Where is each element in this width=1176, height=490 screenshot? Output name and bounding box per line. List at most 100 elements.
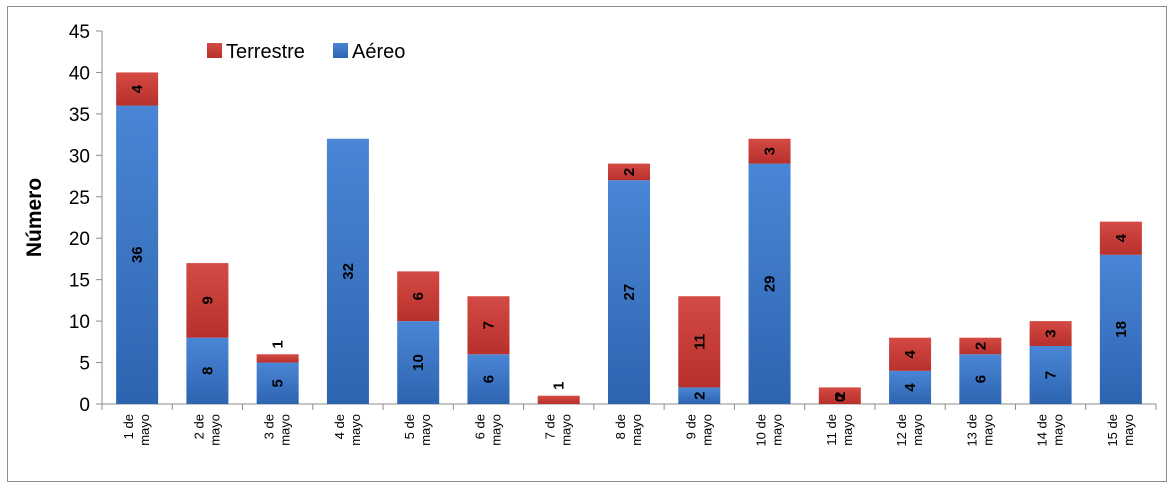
data-label-terrestre: 7 bbox=[480, 321, 497, 329]
data-label-aereo-text: 6 bbox=[480, 375, 497, 383]
x-tick-label-line2: mayo bbox=[418, 414, 433, 446]
x-tick-label-line2: mayo bbox=[488, 414, 503, 446]
legend-swatch-terrestre bbox=[207, 43, 222, 58]
data-label-terrestre: 4 bbox=[1113, 233, 1130, 242]
data-label-aereo-text: 27 bbox=[621, 284, 638, 301]
data-label-aereo: 6 bbox=[480, 375, 497, 383]
data-label-terrestre: 3 bbox=[762, 147, 779, 155]
bar-aereo bbox=[186, 337, 229, 404]
data-label-terrestre-text: 4 bbox=[129, 84, 146, 93]
data-label-terrestre-text: 2 bbox=[621, 168, 638, 176]
data-label-aereo: 0 bbox=[832, 394, 849, 402]
data-label-terrestre-text: 4 bbox=[1113, 233, 1130, 242]
data-label-aereo: 10 bbox=[410, 354, 427, 371]
data-label-terrestre-text: 1 bbox=[270, 340, 287, 348]
data-label-aereo-text: 10 bbox=[410, 354, 427, 371]
data-label-terrestre: 2 bbox=[832, 392, 849, 400]
x-tick-label: 2 de mayo bbox=[191, 414, 222, 446]
x-tick-label-line2: mayo bbox=[137, 414, 152, 446]
x-tick-label-line1: 12 de bbox=[894, 414, 909, 447]
data-label-terrestre-text: 4 bbox=[902, 349, 919, 358]
data-label-aereo-text: 4 bbox=[902, 383, 919, 392]
data-label-terrestre-text: 2 bbox=[832, 392, 849, 400]
bar-terrestre bbox=[397, 271, 440, 322]
data-label-terrestre: 2 bbox=[972, 342, 989, 350]
x-tick-label-line1: 1 de bbox=[121, 414, 136, 439]
legend-label-terrestre: Terrestre bbox=[226, 41, 305, 63]
data-label-aereo-text: 32 bbox=[340, 263, 357, 280]
data-label-aereo-text: 0 bbox=[832, 394, 849, 402]
y-tick-label: 30 bbox=[69, 146, 90, 167]
x-tick-label-line2: mayo bbox=[699, 414, 714, 446]
x-tick-label-line1: 8 de bbox=[613, 414, 628, 439]
bar-aereo bbox=[1029, 345, 1072, 404]
x-tick-label-line1: 13 de bbox=[964, 414, 979, 447]
x-tick-label-line2: mayo bbox=[1051, 414, 1066, 446]
x-tick-label: 9 de mayo bbox=[683, 414, 714, 446]
bar-terrestre bbox=[748, 138, 791, 164]
x-tick-label-line1: 4 de bbox=[332, 414, 347, 439]
bar-terrestre bbox=[1099, 221, 1142, 255]
x-tick-label-line1: 2 de bbox=[191, 414, 206, 439]
y-tick-label: 45 bbox=[69, 22, 90, 43]
x-tick-label-line1: 15 de bbox=[1105, 414, 1120, 447]
x-tick-label: 11 de mayo bbox=[824, 414, 855, 446]
x-tick-label-line2: mayo bbox=[980, 414, 995, 446]
x-tick-label: 14 de mayo bbox=[1035, 414, 1066, 447]
legend-swatch-aereo bbox=[333, 43, 348, 58]
y-tick-label: 40 bbox=[69, 63, 90, 84]
data-label-terrestre-text: 6 bbox=[410, 292, 427, 300]
x-tick-label-line2: mayo bbox=[207, 414, 222, 446]
data-label-terrestre: 1 bbox=[270, 340, 287, 348]
y-axis-label: Número bbox=[23, 178, 46, 257]
data-label-terrestre-text: 9 bbox=[199, 296, 216, 304]
x-tick-label: 1 de mayo bbox=[121, 414, 152, 446]
x-tick-label-line1: 14 de bbox=[1035, 414, 1050, 447]
bar-terrestre bbox=[678, 296, 721, 388]
bar-aereo bbox=[959, 354, 1002, 404]
bar-terrestre bbox=[608, 163, 650, 181]
bar-terrestre bbox=[186, 263, 229, 338]
data-label-terrestre-text: 2 bbox=[972, 342, 989, 350]
bar-aereo bbox=[397, 321, 440, 404]
data-label-terrestre-text: 11 bbox=[691, 334, 708, 350]
data-label-aereo: 8 bbox=[199, 367, 216, 375]
bar-terrestre bbox=[959, 337, 1002, 355]
data-label-terrestre: 1 bbox=[551, 382, 568, 390]
x-tick-label-line1: 6 de bbox=[472, 414, 487, 439]
data-label-aereo: 27 bbox=[621, 284, 638, 301]
x-tick-label-line1: 3 de bbox=[262, 414, 277, 439]
x-tick-label: 5 de mayo bbox=[402, 414, 433, 446]
y-tick-label: 5 bbox=[79, 354, 90, 375]
bar-terrestre bbox=[116, 72, 159, 106]
x-tick-label-line2: mayo bbox=[629, 414, 644, 446]
y-tick-label: 20 bbox=[69, 229, 90, 250]
x-tick-label: 10 de mayo bbox=[754, 414, 785, 447]
data-label-aereo-text: 36 bbox=[129, 246, 146, 263]
data-label-terrestre-text: 3 bbox=[1043, 329, 1060, 337]
data-label-terrestre: 2 bbox=[621, 168, 638, 176]
y-tick-label: 35 bbox=[69, 105, 90, 126]
bar-aereo bbox=[748, 163, 791, 404]
bar-aereo bbox=[889, 370, 932, 404]
data-label-aereo-text: 5 bbox=[270, 379, 287, 387]
data-label-terrestre: 3 bbox=[1043, 329, 1060, 337]
x-tick-label-line2: mayo bbox=[348, 414, 363, 446]
legend-label-aereo: Aéreo bbox=[352, 41, 405, 63]
x-tick-label-line2: mayo bbox=[278, 414, 293, 446]
bar-aereo bbox=[326, 138, 369, 404]
x-tick-label-line2: mayo bbox=[840, 414, 855, 446]
x-tick-label-line2: mayo bbox=[1121, 414, 1136, 446]
bar-terrestre bbox=[256, 354, 299, 363]
x-tick-label: 7 de mayo bbox=[543, 414, 574, 446]
data-label-aereo-text: 7 bbox=[1043, 371, 1060, 379]
data-label-terrestre: 11 bbox=[691, 334, 708, 350]
data-label-aereo-text: 29 bbox=[762, 275, 779, 292]
y-tick-label: 25 bbox=[69, 188, 90, 209]
data-label-aereo: 5 bbox=[270, 379, 287, 387]
x-tick-label: 3 de mayo bbox=[262, 414, 293, 446]
data-label-aereo: 18 bbox=[1113, 321, 1130, 338]
y-tick-label: 15 bbox=[69, 271, 90, 292]
data-label-aereo: 4 bbox=[902, 383, 919, 392]
